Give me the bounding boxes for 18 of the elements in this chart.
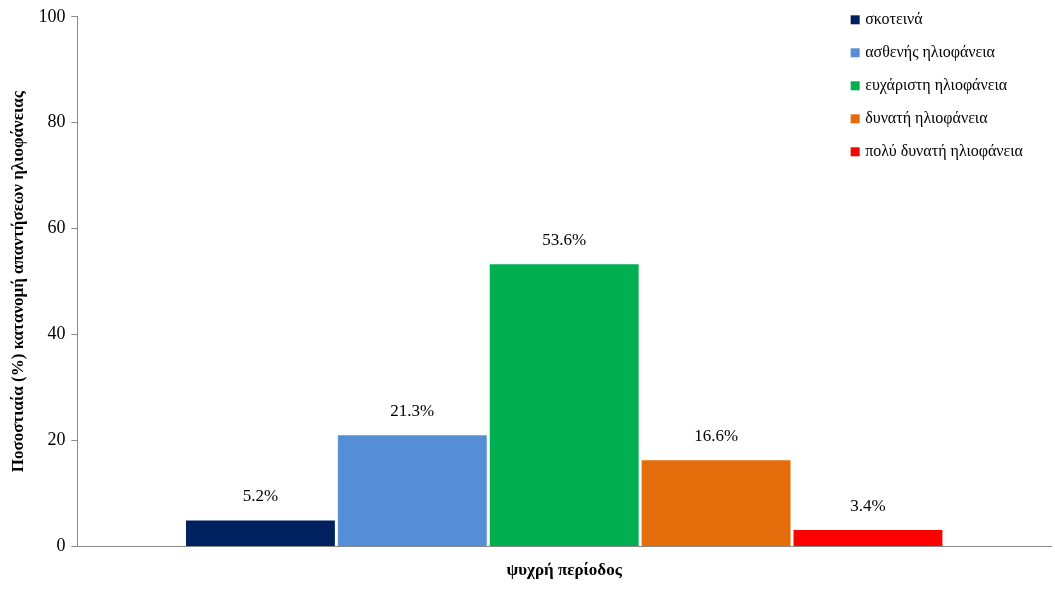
y-axis-title: Ποσοστιαία (%) κατανομή απαντήσεων ηλιοφάνειας (7, 90, 27, 473)
y-tick-label: 40 (47, 323, 66, 344)
y-tick-label: 0 (56, 535, 66, 556)
y-tick-label: 100 (38, 5, 66, 26)
legend-label: ευχάριστη ηλιοφάνεια (865, 76, 1008, 94)
legend-label: δυνατή ηλιοφάνεια (865, 109, 989, 127)
legend-label: πολύ δυνατή ηλιοφάνεια (865, 142, 1024, 160)
data-label: 5.2% (242, 486, 279, 506)
legend-label: σκοτεινά (865, 10, 924, 27)
data-label: 16.6% (694, 425, 739, 445)
legend-label: ασθενής ηλιοφάνεια (865, 43, 996, 61)
y-tick-label: 20 (47, 429, 66, 450)
data-label: 21.3% (390, 400, 435, 420)
data-label: 3.4% (850, 495, 886, 515)
x-tick-label: ψυχρή περίοδος (506, 560, 623, 580)
data-label: 53.6% (542, 229, 587, 249)
y-tick-label: 60 (47, 217, 66, 238)
y-tick-label: 80 (47, 111, 66, 132)
